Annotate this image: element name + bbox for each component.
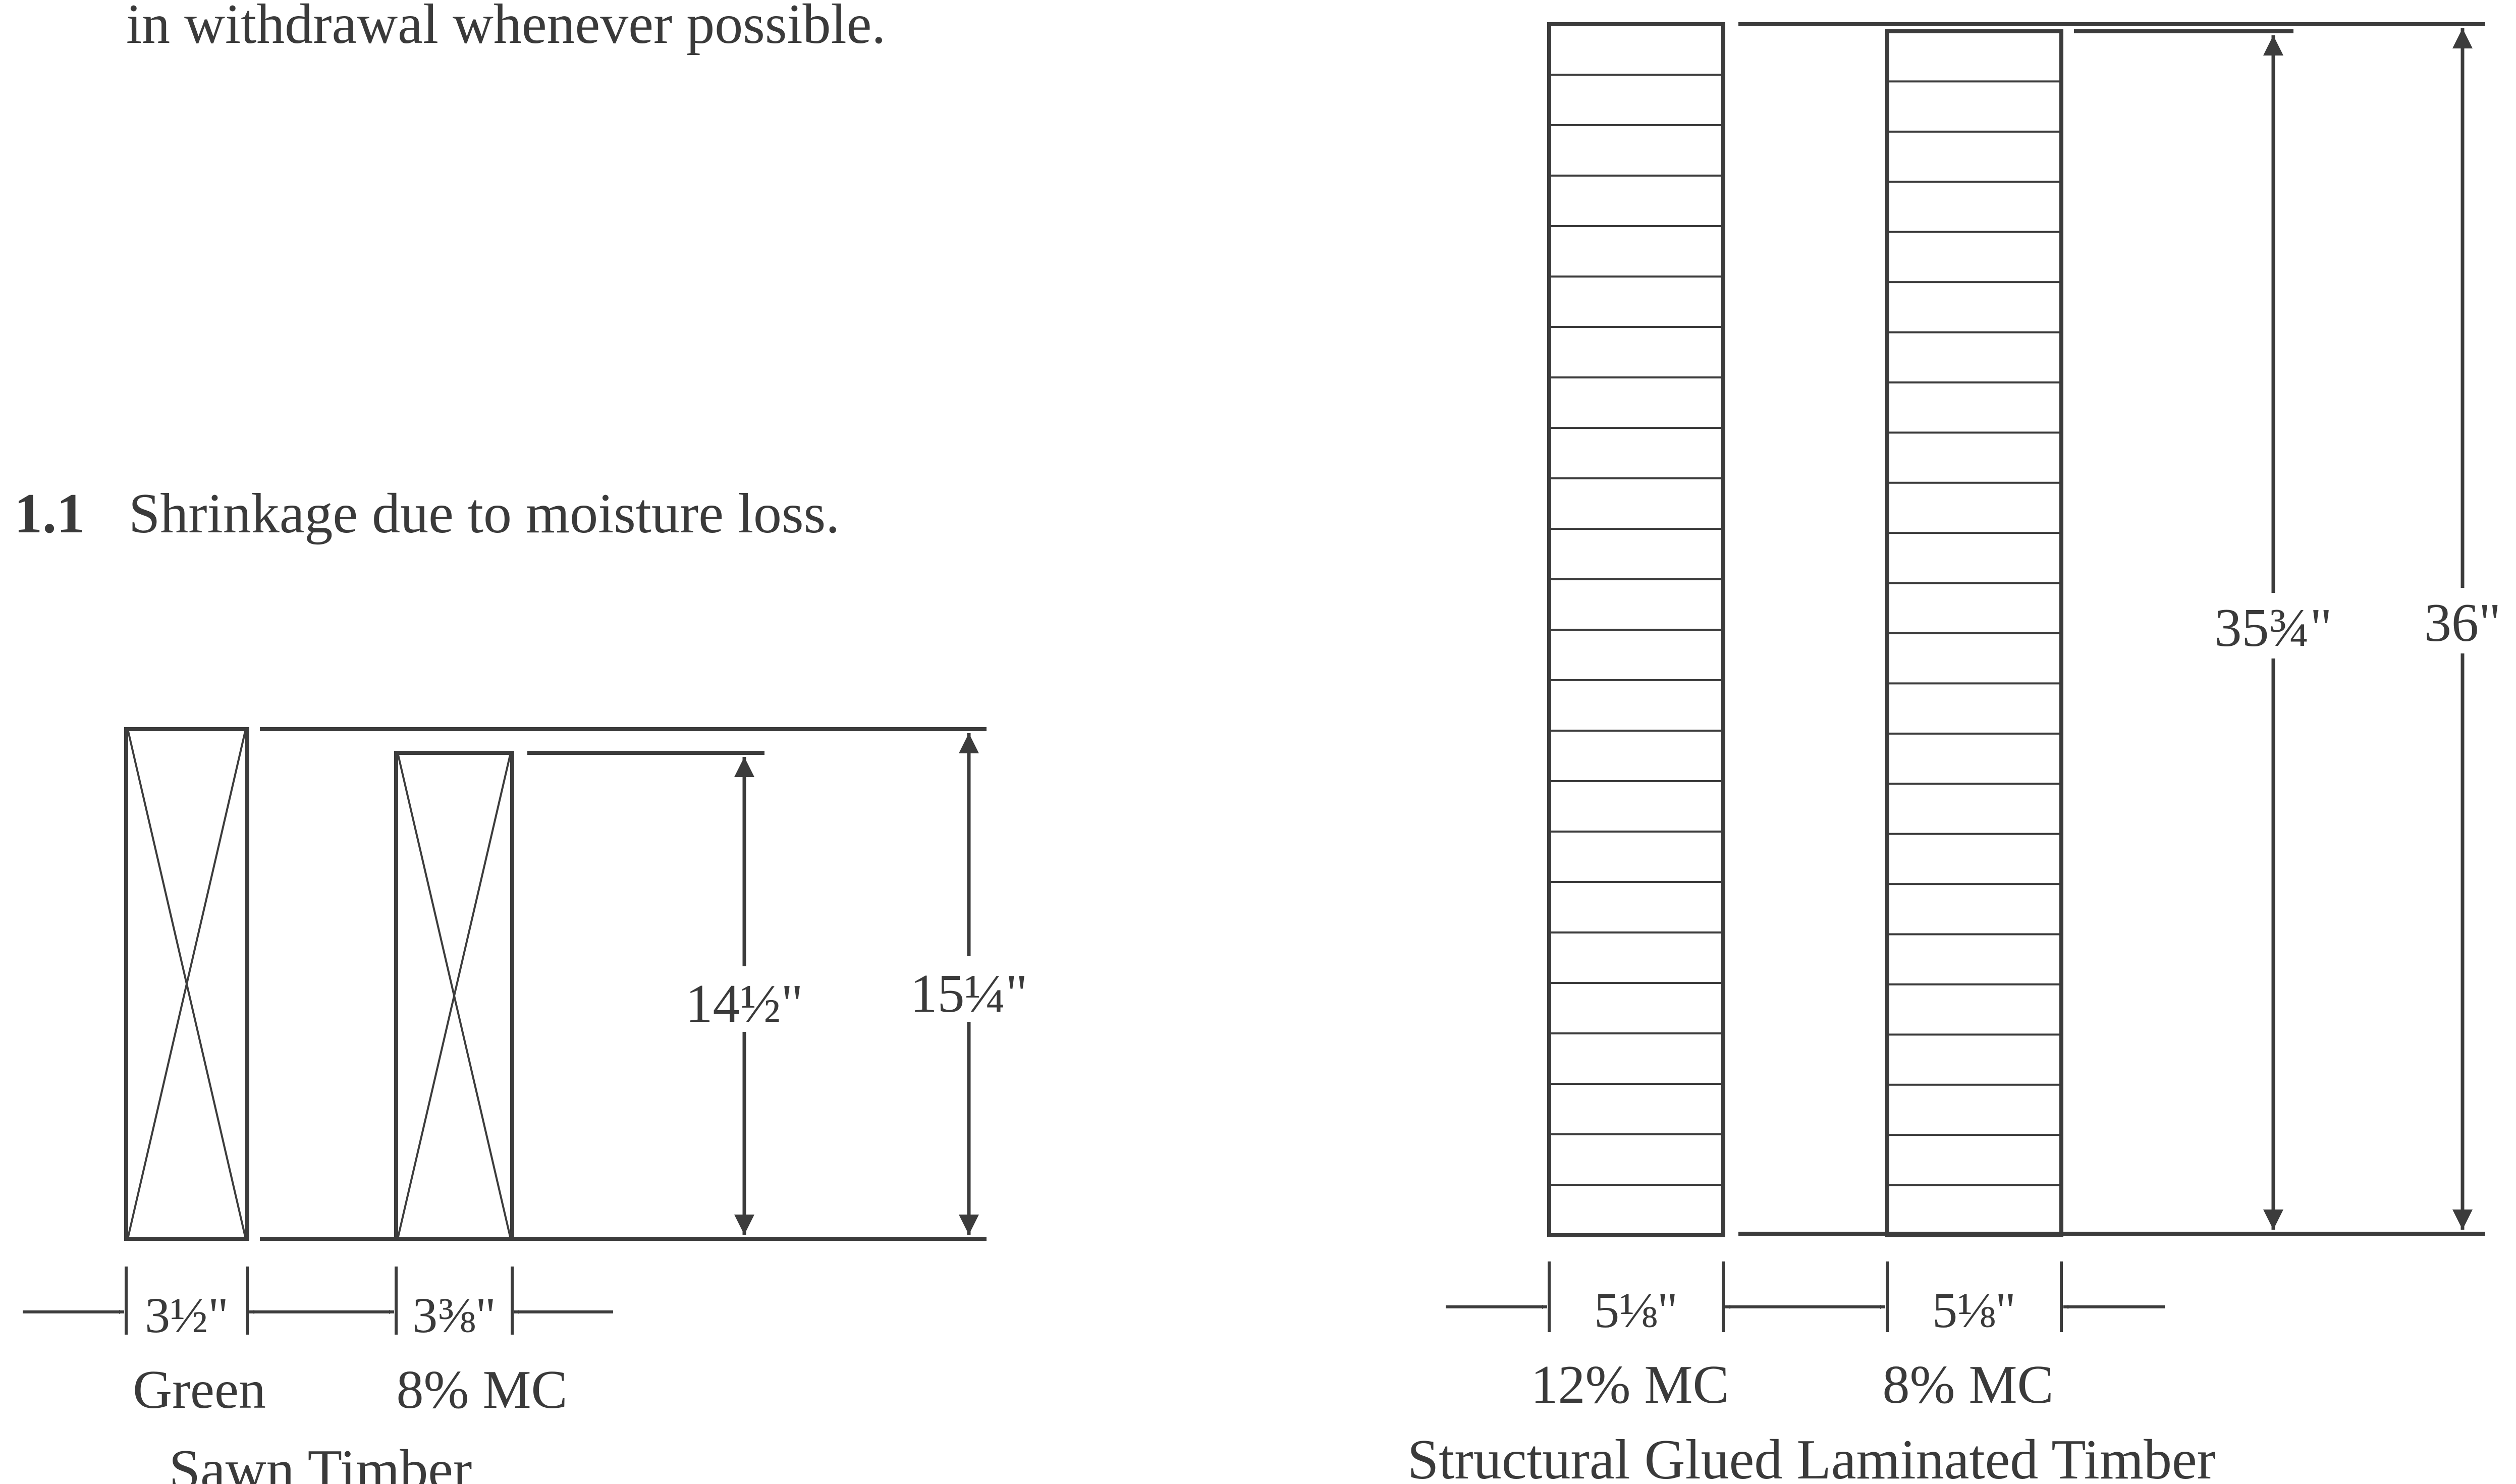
green-label: Green xyxy=(133,1360,266,1420)
glulam-dry-label: 8% MC xyxy=(1882,1355,2053,1415)
glulam-caption: Structural Glued Laminated Timber xyxy=(1407,1428,2216,1484)
section-title: Shrinkage due to moisture loss. xyxy=(129,482,840,545)
green-width-label: 3½" xyxy=(145,1287,229,1343)
glulam-wet-height-label: 36" xyxy=(2424,593,2501,653)
sawn-timber-caption: Sawn Timber xyxy=(169,1439,472,1484)
dry-height-label: 14½" xyxy=(685,974,803,1034)
glulam-diagram: 35¾" 36" 5⅛" 5⅛" 12% MC 8% MC Structural… xyxy=(1407,22,2501,1484)
sawn-timber-diagram: 14½" 15¼" 3½" 3⅜" Green 8% MC Sawn Timbe… xyxy=(23,727,1028,1484)
green-height-label: 15¼" xyxy=(910,964,1027,1024)
section-number: 1.1 xyxy=(14,482,85,545)
dry-width-label: 3⅜" xyxy=(412,1287,496,1343)
green-section xyxy=(124,727,249,1241)
glulam-dry-laminations xyxy=(1889,80,2059,1186)
dry-label: 8% MC xyxy=(396,1360,567,1420)
glulam-wet-section xyxy=(1547,22,1725,1237)
glulam-wet-width-label: 5⅛" xyxy=(1594,1282,1678,1338)
intro-text: in withdrawal whenever possible. xyxy=(126,0,886,56)
glulam-dry-height-label: 35¾" xyxy=(2214,598,2332,658)
glulam-wet-label: 12% MC xyxy=(1530,1355,1729,1415)
glulam-wet-laminations xyxy=(1551,74,1721,1186)
glulam-dry-width-label: 5⅛" xyxy=(1932,1282,2016,1338)
dry-section xyxy=(394,751,514,1241)
